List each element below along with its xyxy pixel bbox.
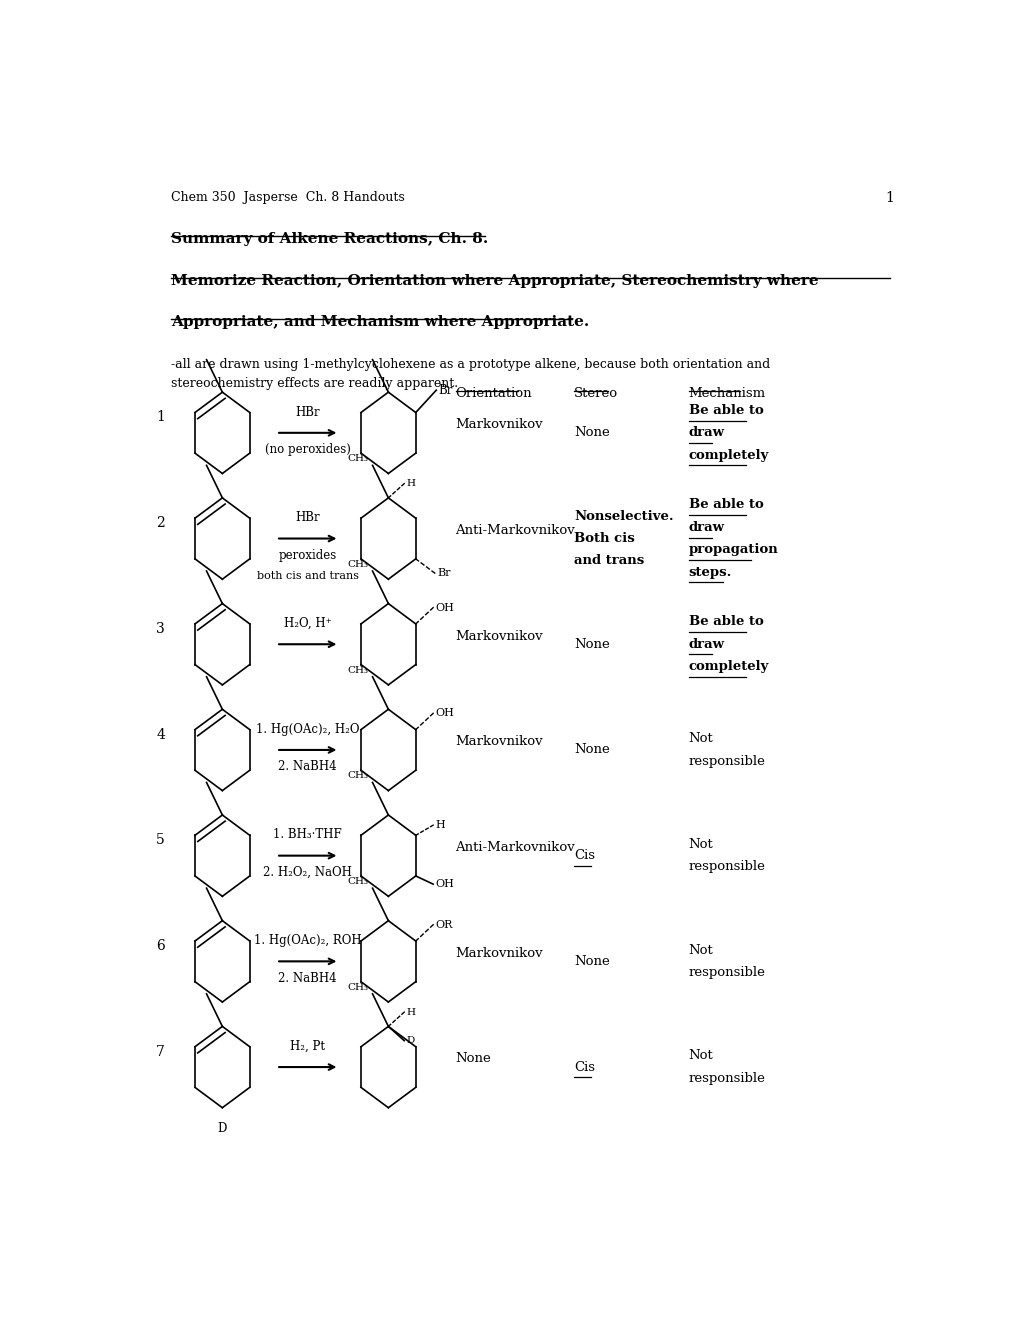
Text: H: H — [407, 479, 415, 488]
Text: CH₃: CH₃ — [347, 983, 368, 991]
Text: 4: 4 — [156, 727, 165, 742]
Text: responsible: responsible — [688, 861, 765, 874]
Text: 1. Hg(OAc)₂, H₂O: 1. Hg(OAc)₂, H₂O — [256, 723, 359, 735]
Text: Chem 350  Jasperse  Ch. 8 Handouts: Chem 350 Jasperse Ch. 8 Handouts — [171, 191, 405, 203]
Text: Anti-Markovnikov: Anti-Markovnikov — [455, 524, 575, 537]
Text: draw: draw — [688, 426, 725, 440]
Text: Mechanism: Mechanism — [688, 387, 765, 400]
Text: 3: 3 — [156, 622, 165, 636]
Text: Be able to: Be able to — [688, 615, 763, 628]
Text: -all are drawn using 1-methylcyclohexene as a prototype alkene, because both ori: -all are drawn using 1-methylcyclohexene… — [171, 358, 769, 389]
Text: D: D — [217, 1122, 227, 1135]
Text: HBr: HBr — [296, 511, 320, 524]
Text: Not: Not — [688, 944, 713, 957]
Text: None: None — [574, 743, 609, 756]
Text: Orientation: Orientation — [455, 387, 532, 400]
Text: 2. H₂O₂, NaOH: 2. H₂O₂, NaOH — [263, 866, 352, 879]
Text: None: None — [455, 1052, 491, 1065]
Text: OR: OR — [435, 920, 452, 929]
Text: OH: OH — [435, 879, 453, 890]
Text: Summary of Alkene Reactions, Ch. 8.: Summary of Alkene Reactions, Ch. 8. — [171, 231, 488, 246]
Text: H: H — [407, 1007, 415, 1016]
Text: None: None — [574, 426, 609, 440]
Text: Markovnikov: Markovnikov — [455, 735, 543, 748]
Text: CH₃: CH₃ — [347, 771, 368, 780]
Text: H: H — [435, 820, 445, 830]
Text: peroxides: peroxides — [278, 549, 336, 562]
Text: draw: draw — [688, 521, 725, 533]
Text: H₂O, H⁺: H₂O, H⁺ — [283, 616, 331, 630]
Text: steps.: steps. — [688, 565, 732, 578]
Text: Appropriate, and Mechanism where Appropriate.: Appropriate, and Mechanism where Appropr… — [171, 315, 589, 329]
Text: 1. Hg(OAc)₂, ROH: 1. Hg(OAc)₂, ROH — [254, 935, 361, 948]
Text: HBr: HBr — [296, 405, 320, 418]
Text: 1: 1 — [156, 411, 165, 425]
Text: 6: 6 — [156, 939, 165, 953]
Text: Cis: Cis — [574, 1060, 594, 1073]
Text: CH₃: CH₃ — [347, 560, 368, 569]
Text: 2: 2 — [156, 516, 165, 531]
Text: 1: 1 — [884, 191, 894, 205]
Text: Stereo: Stereo — [574, 387, 618, 400]
Text: 2. NaBH4: 2. NaBH4 — [278, 760, 336, 774]
Text: H₂, Pt: H₂, Pt — [290, 1040, 325, 1053]
Text: None: None — [574, 638, 609, 651]
Text: Markovnikov: Markovnikov — [455, 418, 543, 432]
Text: 2. NaBH4: 2. NaBH4 — [278, 972, 336, 985]
Text: CH₃: CH₃ — [347, 878, 368, 886]
Text: draw: draw — [688, 638, 725, 651]
Text: 7: 7 — [156, 1044, 165, 1059]
Text: responsible: responsible — [688, 966, 765, 979]
Text: 5: 5 — [156, 833, 165, 847]
Text: OH: OH — [435, 603, 453, 612]
Text: Markovnikov: Markovnikov — [455, 946, 543, 960]
Text: Memorize Reaction, Orientation where Appropriate, Stereochemistry where: Memorize Reaction, Orientation where App… — [171, 275, 818, 288]
Text: CH₃: CH₃ — [347, 454, 368, 463]
Text: Both cis: Both cis — [574, 532, 634, 545]
Text: propagation: propagation — [688, 544, 777, 556]
Text: and trans: and trans — [574, 554, 644, 568]
Text: OH: OH — [435, 709, 453, 718]
Text: None: None — [574, 954, 609, 968]
Text: completely: completely — [688, 660, 768, 673]
Text: 1. BH₃·THF: 1. BH₃·THF — [273, 829, 341, 841]
Text: both cis and trans: both cis and trans — [257, 572, 359, 581]
Text: Br: Br — [438, 384, 452, 396]
Text: (no peroxides): (no peroxides) — [265, 444, 351, 455]
Text: Markovnikov: Markovnikov — [455, 630, 543, 643]
Text: responsible: responsible — [688, 1072, 765, 1085]
Text: Anti-Markovnikov: Anti-Markovnikov — [455, 841, 575, 854]
Text: Not: Not — [688, 1049, 713, 1063]
Text: CH₃: CH₃ — [347, 665, 368, 675]
Text: Be able to: Be able to — [688, 404, 763, 417]
Text: responsible: responsible — [688, 755, 765, 768]
Text: D: D — [407, 1036, 415, 1045]
Text: Nonselective.: Nonselective. — [574, 510, 674, 523]
Text: Not: Not — [688, 838, 713, 851]
Text: Be able to: Be able to — [688, 499, 763, 511]
Text: Not: Not — [688, 733, 713, 746]
Text: Br: Br — [437, 568, 450, 578]
Text: Cis: Cis — [574, 849, 594, 862]
Text: completely: completely — [688, 449, 768, 462]
